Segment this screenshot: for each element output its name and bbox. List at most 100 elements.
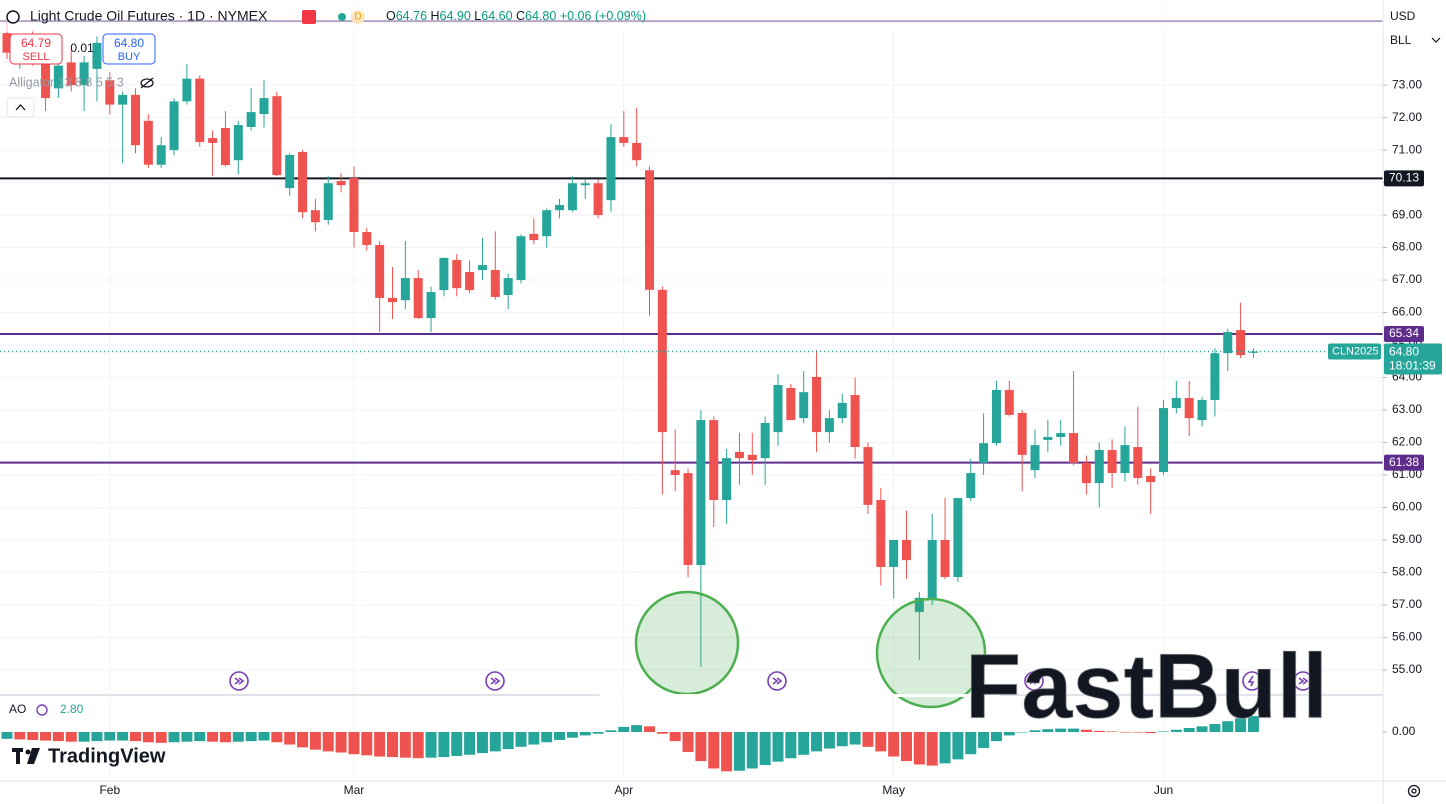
ao-bar <box>258 732 270 741</box>
symbol-icon <box>6 10 20 24</box>
ao-bar <box>78 732 90 742</box>
hide-icon[interactable] <box>140 77 154 89</box>
ao-bar <box>374 732 386 757</box>
ao-bar <box>708 732 720 769</box>
event-icon[interactable] <box>1293 671 1313 691</box>
candle-body <box>927 539 937 601</box>
candle-body <box>490 269 500 297</box>
candle-body <box>362 231 372 245</box>
candle-body <box>940 539 950 578</box>
candle-body <box>310 210 320 223</box>
candle-body <box>1030 445 1040 471</box>
event-icon[interactable] <box>229 671 249 691</box>
candle-body <box>709 420 719 501</box>
candle-body <box>567 183 577 211</box>
candle-body <box>696 420 706 565</box>
ao-bar <box>65 732 77 742</box>
y-tick-label: 72.00 <box>1392 110 1422 124</box>
ao-bar <box>836 732 848 747</box>
candle-body <box>516 236 526 281</box>
ao-bar <box>40 732 52 741</box>
ohlc-key: H <box>431 9 440 23</box>
symbol-tag <box>1328 343 1381 360</box>
grid <box>0 0 1383 780</box>
candle-body <box>1171 397 1181 409</box>
event-icon[interactable] <box>1024 671 1044 691</box>
event-icon[interactable] <box>1242 671 1262 691</box>
ao-bar <box>566 732 578 738</box>
settings-icon[interactable] <box>1407 784 1421 798</box>
ao-bar <box>1247 716 1259 733</box>
ao-bar <box>721 732 733 772</box>
candle-body <box>555 205 565 211</box>
y-tick-label: 73.00 <box>1392 77 1422 91</box>
x-tick-label: Jun <box>1154 783 1173 797</box>
badge: D <box>354 12 361 23</box>
ao-bar <box>387 732 398 758</box>
buy-label: BUY <box>118 51 141 63</box>
ao-bar <box>335 732 347 753</box>
candle-body <box>837 402 847 419</box>
y-tick-label: 69.00 <box>1392 207 1422 221</box>
candle-body <box>812 376 822 433</box>
ao-bar <box>168 732 180 743</box>
event-icon[interactable] <box>767 671 787 691</box>
ao-bar <box>1093 730 1105 733</box>
candle-body <box>683 473 693 565</box>
candle-body <box>259 98 269 115</box>
candle-body <box>1017 412 1027 455</box>
flag-icon <box>302 10 316 24</box>
ao-bar <box>348 732 360 755</box>
candle-body <box>1223 332 1233 354</box>
ao-bar <box>746 732 758 769</box>
candle-body <box>349 178 359 232</box>
ao-bar <box>785 732 797 759</box>
ohlc-value: 64.76 <box>396 9 427 23</box>
level-tag-label: 70.13 <box>1389 171 1419 185</box>
ao-bar <box>515 732 527 747</box>
collapse-button[interactable] <box>6 97 35 118</box>
candle-body <box>580 183 590 186</box>
level-tag <box>1384 325 1424 342</box>
y-tick-label: 56.00 <box>1392 630 1422 644</box>
candle-body <box>156 145 166 165</box>
x-tick-label: Apr <box>614 783 633 797</box>
ao-bar <box>271 732 283 743</box>
candle-body <box>79 62 89 86</box>
candle-body <box>799 392 809 419</box>
currency: USD <box>1390 9 1416 23</box>
ao-bar <box>232 732 244 742</box>
unit-dropdown[interactable] <box>1431 37 1441 43</box>
ao-settings-icon[interactable] <box>36 704 48 716</box>
highlight-circle <box>875 597 987 709</box>
ao-bar <box>1 732 13 739</box>
ao-bar <box>502 732 514 750</box>
candle-body <box>966 473 976 499</box>
collapse-icon <box>15 104 26 111</box>
ao-bar <box>592 732 604 734</box>
buy-button[interactable]: 64.80 BUY <box>102 33 156 65</box>
ao-bar <box>1235 718 1247 733</box>
event-icon[interactable] <box>485 671 505 691</box>
ao-bar <box>399 732 411 758</box>
x-tick-label: Mar <box>344 783 365 797</box>
candle-body <box>182 78 192 102</box>
candle-body <box>1069 433 1079 463</box>
candle-body <box>863 447 873 505</box>
ao-bar <box>14 732 26 740</box>
candle-body <box>722 458 732 501</box>
ao-bar <box>682 732 694 752</box>
ao-bar <box>464 732 476 755</box>
candle-body <box>786 387 796 421</box>
candle-body <box>542 210 552 237</box>
level-tag-label: 61.38 <box>1389 455 1419 469</box>
candle-body <box>1248 351 1258 353</box>
ao-bar <box>361 732 373 756</box>
candle-body <box>413 278 423 319</box>
candle-body <box>375 244 385 298</box>
spread: 0.01 <box>70 41 94 55</box>
candle-body <box>208 138 218 143</box>
ao-bar <box>1132 732 1144 733</box>
sell-button[interactable]: 64.79 SELL <box>9 33 63 65</box>
